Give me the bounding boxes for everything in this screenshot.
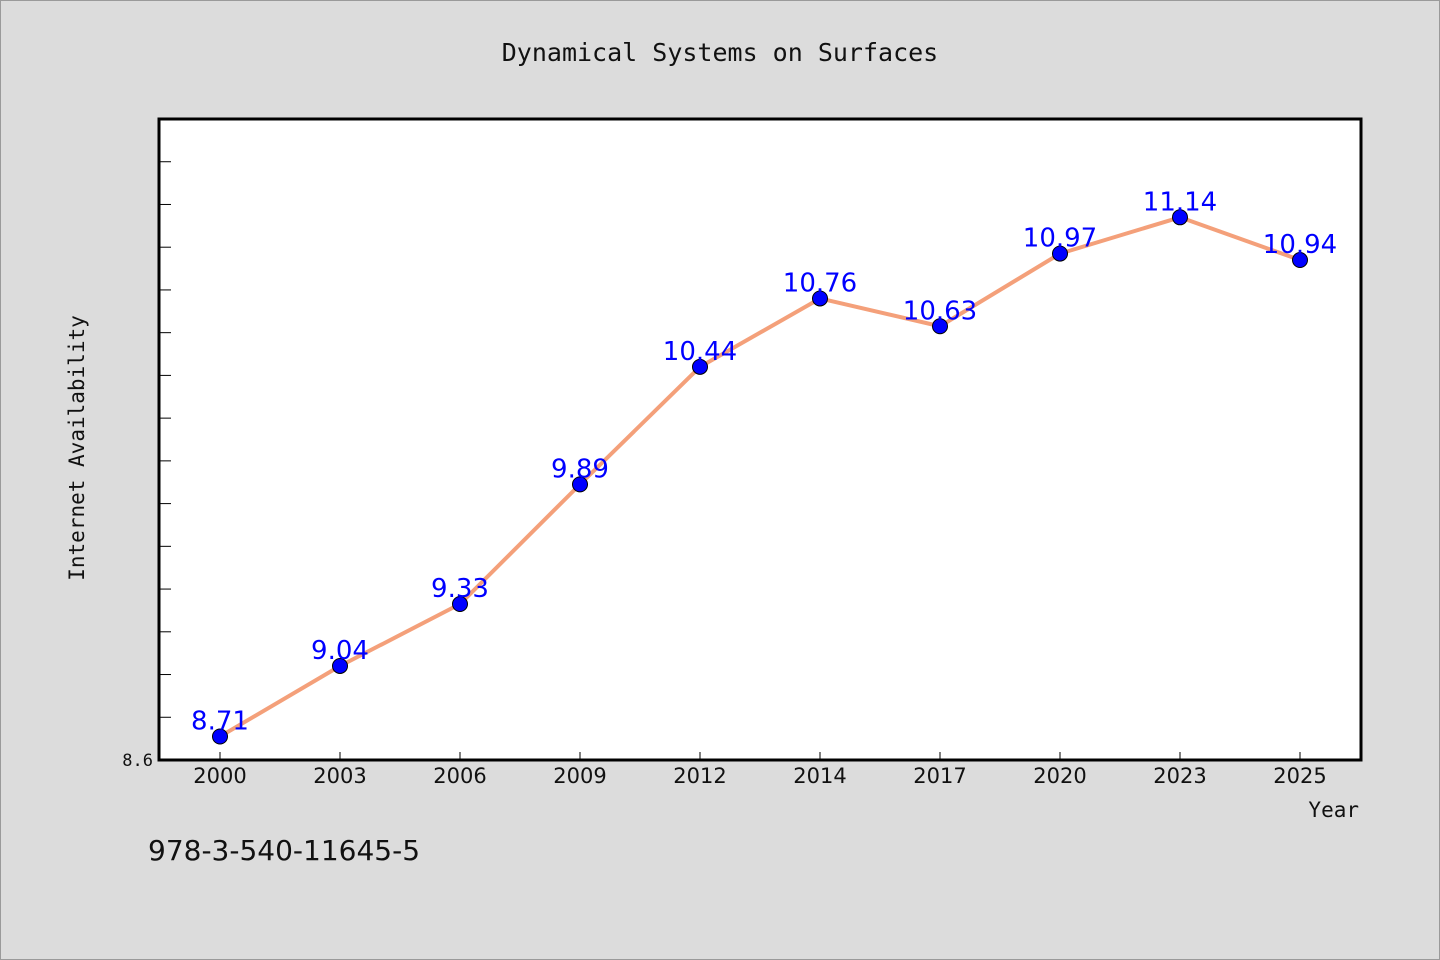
y-axis-title: Internet Availability: [65, 315, 89, 581]
y-tick-label: 8.6: [122, 751, 153, 771]
data-label: 10.94: [1263, 230, 1337, 260]
data-label: 10.44: [663, 337, 737, 367]
chart-title: Dynamical Systems on Surfaces: [502, 38, 939, 67]
x-tick-label: 2000: [193, 764, 246, 788]
data-label: 9.89: [551, 454, 609, 484]
data-point: [692, 358, 708, 375]
x-tick-label: 2003: [313, 764, 366, 788]
data-point: [1052, 245, 1068, 262]
data-point: [452, 596, 468, 613]
x-tick-label: 2017: [913, 764, 966, 788]
footer-code: 978-3-540-11645-5: [148, 834, 421, 867]
data-point: [1172, 209, 1188, 226]
x-axis-title: Year: [1308, 798, 1359, 822]
data-label: 9.33: [431, 574, 489, 604]
x-tick-label: 2020: [1033, 764, 1086, 788]
plot-area: [157, 117, 1363, 762]
data-label: 10.63: [903, 296, 977, 326]
series-line: [218, 215, 1302, 739]
data-point: [212, 728, 228, 745]
x-tick-label: 2012: [673, 764, 726, 788]
data-label: 10.97: [1023, 224, 1097, 254]
data-label: 10.76: [783, 268, 857, 298]
x-tick-label: 2025: [1273, 764, 1326, 788]
data-point: [932, 318, 948, 335]
x-tick-label: 2006: [433, 764, 486, 788]
data-point: [1292, 252, 1308, 269]
x-tick-label: 2023: [1153, 764, 1206, 788]
data-point: [332, 657, 348, 674]
x-tick-label: 2009: [553, 764, 606, 788]
x-axis-ticks: 2000 2003 2006 2009 2012 2014 2017 2020 2023 2025: [193, 752, 1327, 788]
series-layer: 8.71 9.04 9.33 9.89 10.44 10.76 10.63 10.97 11.1…: [191, 187, 1337, 745]
data-label: 9.04: [311, 636, 369, 666]
data-point: [812, 290, 828, 307]
y-axis-ticks: 8.6: [122, 161, 171, 771]
data-label: 11.14: [1143, 187, 1217, 217]
data-label: 8.71: [191, 706, 249, 736]
x-tick-label: 2014: [793, 764, 846, 788]
data-point: [572, 476, 588, 493]
